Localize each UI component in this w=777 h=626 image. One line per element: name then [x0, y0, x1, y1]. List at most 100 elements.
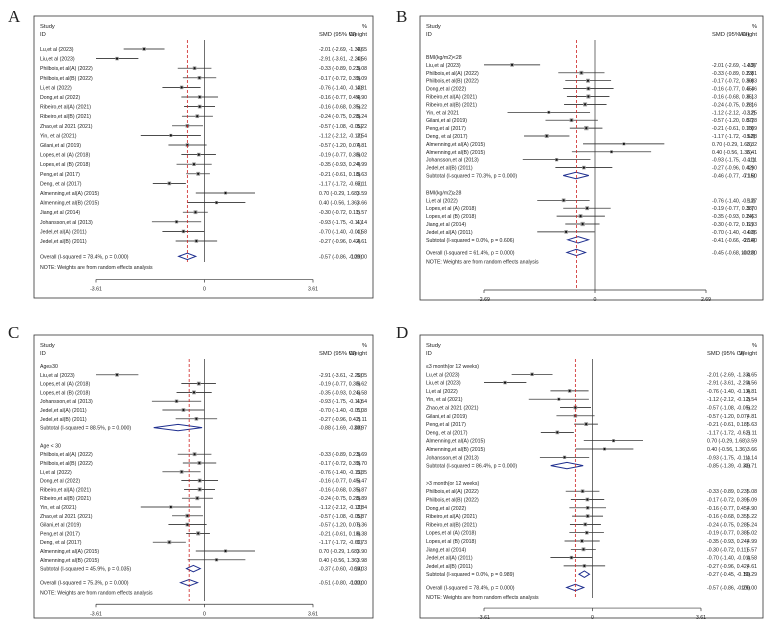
point-estimate	[198, 105, 201, 108]
study-ci: -1.12 (-2.12, -0.12)	[319, 133, 363, 139]
study-label: Deng, et al (2017)	[426, 134, 468, 140]
point-estimate	[224, 191, 227, 195]
study-weight: 4.61	[747, 564, 757, 570]
point-estimate	[585, 531, 588, 534]
study-label: Johansson,et al (2013)	[40, 399, 93, 405]
study-weight: 5.89	[357, 496, 367, 502]
study-weight: 3.66	[357, 201, 367, 207]
study-ci: -0.76 (-1.40, -0.13)	[707, 389, 751, 395]
study-label: Philbois,et al(A) (2022)	[426, 489, 479, 495]
study-ci: -0.19 (-0.77, 0.38)	[319, 382, 361, 388]
study-label: Lopes,et al (B) (2018)	[426, 539, 476, 545]
weights-note: NOTE: Weights are from random effects an…	[426, 259, 539, 265]
point-estimate	[196, 115, 199, 118]
study-weight: 3.90	[357, 549, 367, 555]
study-weight: 4.56	[747, 381, 757, 387]
study-label: Ribeiro,et al(A) (2021)	[40, 487, 91, 493]
point-estimate	[197, 382, 200, 385]
study-ci: -0.27 (-0.96, 0.42)	[712, 166, 754, 172]
study-weight: 4.11	[747, 158, 757, 164]
study-label: Li,et al (2022)	[40, 470, 72, 476]
point-estimate	[192, 391, 196, 394]
study-ci: -0.17 (-0.72, 0.39)	[707, 498, 749, 504]
subtotal-diamond	[185, 564, 202, 573]
point-estimate	[224, 549, 227, 553]
study-label: Yin, et al (2021)	[40, 505, 77, 511]
x-tick-label: -2.69	[478, 297, 490, 303]
point-estimate	[198, 479, 201, 482]
study-label: Lopes,et al (A) (2018)	[426, 531, 476, 537]
study-ci: -0.16 (-0.68, 0.35)	[319, 487, 361, 493]
study-ci: -0.30 (-0.72, 0.11)	[707, 547, 748, 553]
overall-ci: -0.57 (-0.86, -0.29)	[707, 585, 751, 591]
study-ci: -0.16 (-0.77, 0.45)	[319, 479, 361, 485]
header-smd: SMD (95% CI)	[712, 32, 749, 38]
point-estimate	[175, 220, 178, 223]
study-ci: -0.24 (-0.75, 0.28)	[712, 102, 754, 108]
study-weight: 5.28	[747, 118, 757, 124]
study-ci: -0.93 (-1.75, -0.11)	[712, 158, 755, 164]
study-weight: 5.11	[357, 181, 367, 187]
study-ci: -0.16 (-0.77, 0.45)	[712, 87, 754, 93]
study-label: Lopes,et al (B) (2018)	[40, 162, 90, 168]
study-weight: 3.32	[747, 142, 757, 148]
point-estimate	[584, 523, 587, 526]
study-label: Jiang,et al (2014)	[426, 547, 466, 553]
point-estimate	[583, 103, 587, 106]
study-weight: 4.14	[357, 220, 367, 226]
study-label: Deng, et al (2017)	[40, 540, 82, 546]
study-label: Dong,et al (2022)	[426, 87, 466, 93]
point-estimate	[570, 556, 573, 559]
study-label: Gilani,et al (2019)	[40, 523, 81, 529]
point-estimate	[169, 505, 172, 509]
study-weight: 4.14	[747, 455, 757, 461]
weights-note: NOTE: Weights are from random effects an…	[40, 590, 153, 596]
header-id: ID	[40, 351, 46, 357]
subtotal-diamond	[577, 570, 591, 578]
study-weight: 4.90	[747, 506, 757, 512]
point-estimate	[115, 373, 119, 376]
study-label: Ribeiro,et al(A) (2021)	[426, 95, 477, 101]
study-weight: 7.09	[747, 126, 757, 132]
point-estimate	[557, 398, 560, 401]
point-estimate	[586, 79, 590, 82]
subtotal-diamond	[550, 461, 584, 470]
study-weight: 5.22	[357, 124, 367, 130]
study-ci: -0.70 (-1.40, -0.01)	[707, 556, 751, 562]
point-estimate	[565, 230, 568, 233]
forest-panel-b: B Study ID SMD (95% CI)% Weight BMI(kg/m2)<28…	[396, 7, 764, 303]
study-ci: -1.17 (-1.72, -0.62)	[319, 540, 363, 546]
study-weight: 3.41	[747, 150, 757, 156]
panel-frame	[419, 334, 764, 619]
study-label: Johansson,et al (2013)	[426, 455, 479, 461]
study-weight: 4.65	[357, 47, 367, 53]
header-percent: %	[362, 343, 367, 349]
point-estimate	[586, 515, 589, 518]
header-smd: SMD (95% CI)	[707, 351, 744, 357]
subtotal-diamond	[566, 236, 591, 244]
study-label: Li,et al (2022)	[426, 389, 458, 395]
point-estimate	[510, 63, 514, 66]
study-ci: -0.33 (-0.89, 0.23)	[712, 71, 754, 77]
subgroup-title: >3 month(or 12 weeks)	[426, 481, 479, 487]
study-ci: -0.24 (-0.75, 0.28)	[319, 114, 361, 120]
study-weight: 4.81	[747, 389, 757, 395]
study-weight: 4.81	[357, 143, 367, 149]
forest-panel-a: A Study ID SMD (95% CI)% Weight Lu,et al (202…	[8, 7, 374, 299]
study-weight: 5.08	[747, 489, 757, 495]
study-ci: -0.35 (-0.93, 0.24)	[712, 214, 754, 220]
study-weight: 5.81	[747, 71, 757, 77]
study-label: Liu,et al (2023)	[40, 57, 75, 63]
study-ci: -2.91 (-3.61, -2.20)	[319, 373, 363, 379]
study-label: Jedel,et al(A) (2011)	[40, 229, 87, 235]
study-weight: 5.83	[747, 79, 757, 85]
point-estimate	[142, 47, 146, 51]
study-ci: 0.70 (-0.29, 1.68)	[319, 549, 359, 555]
header-weight: Weight	[739, 351, 757, 357]
overall-diamond	[177, 252, 198, 261]
x-tick-label: 0	[203, 287, 206, 293]
study-weight: 4.81	[747, 414, 757, 420]
subtotal-label: Subtotal (I-squared = 0.0%, p = 0.989)	[426, 572, 515, 578]
study-weight: 3.66	[747, 447, 757, 453]
point-estimate	[192, 163, 196, 166]
